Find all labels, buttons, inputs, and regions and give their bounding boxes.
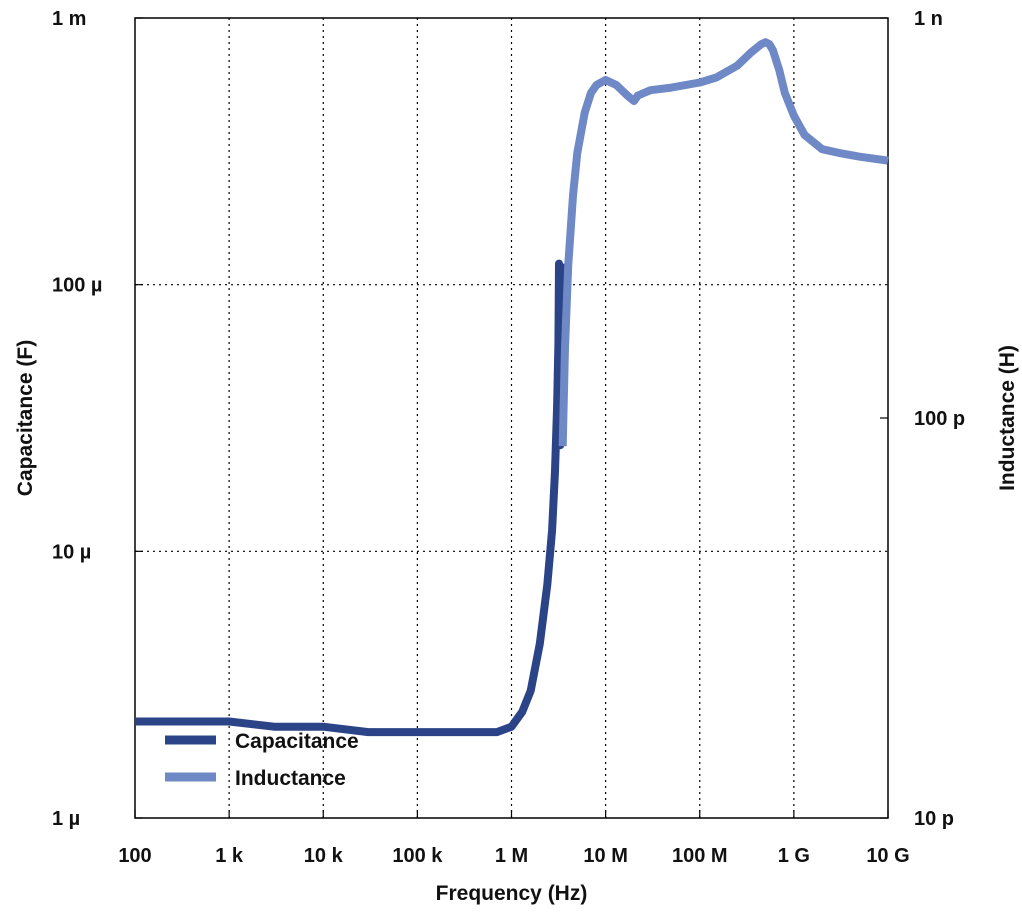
x-tick-label: 10 M [583, 845, 627, 867]
right-y-axis-title: Inductance (H) [996, 345, 1019, 491]
x-tick-label: 1 k [215, 845, 244, 867]
x-tick-label: 10 G [866, 845, 909, 867]
tick-labels: 100 1 k 10 k 100 k 1 M 10 M 100 M 1 G 10 G 1 µ 10 … [52, 8, 965, 867]
series-lines [134, 38, 889, 737]
left-y-tick-label: 1 µ [52, 808, 80, 830]
right-y-tick-label: 1 n [914, 8, 943, 30]
legend-label-inductance: Inductance [235, 767, 346, 790]
right-y-tick-label: 100 p [914, 408, 965, 430]
left-y-tick-label: 1 m [52, 8, 86, 30]
left-y-axis-title: Capacitance (F) [14, 340, 37, 496]
x-tick-label: 1 M [495, 845, 528, 867]
x-tick-label: 100 M [672, 845, 728, 867]
legend-label-capacitance: Capacitance [235, 730, 359, 753]
legend: Capacitance Inductance [165, 730, 359, 790]
x-tick-label: 1 G [778, 845, 810, 867]
left-y-tick-label: 10 µ [52, 541, 91, 563]
x-axis-title: Frequency (Hz) [436, 882, 588, 905]
left-y-tick-label: 100 µ [52, 275, 102, 297]
grid [135, 18, 888, 818]
x-tick-label: 100 k [392, 845, 443, 867]
series-line-inductance [558, 38, 889, 447]
x-tick-label: 10 k [304, 845, 344, 867]
x-tick-label: 100 [118, 845, 151, 867]
series-line-capacitance [135, 259, 567, 737]
axis-ticks [134, 17, 889, 819]
right-y-tick-label: 10 p [914, 808, 954, 830]
